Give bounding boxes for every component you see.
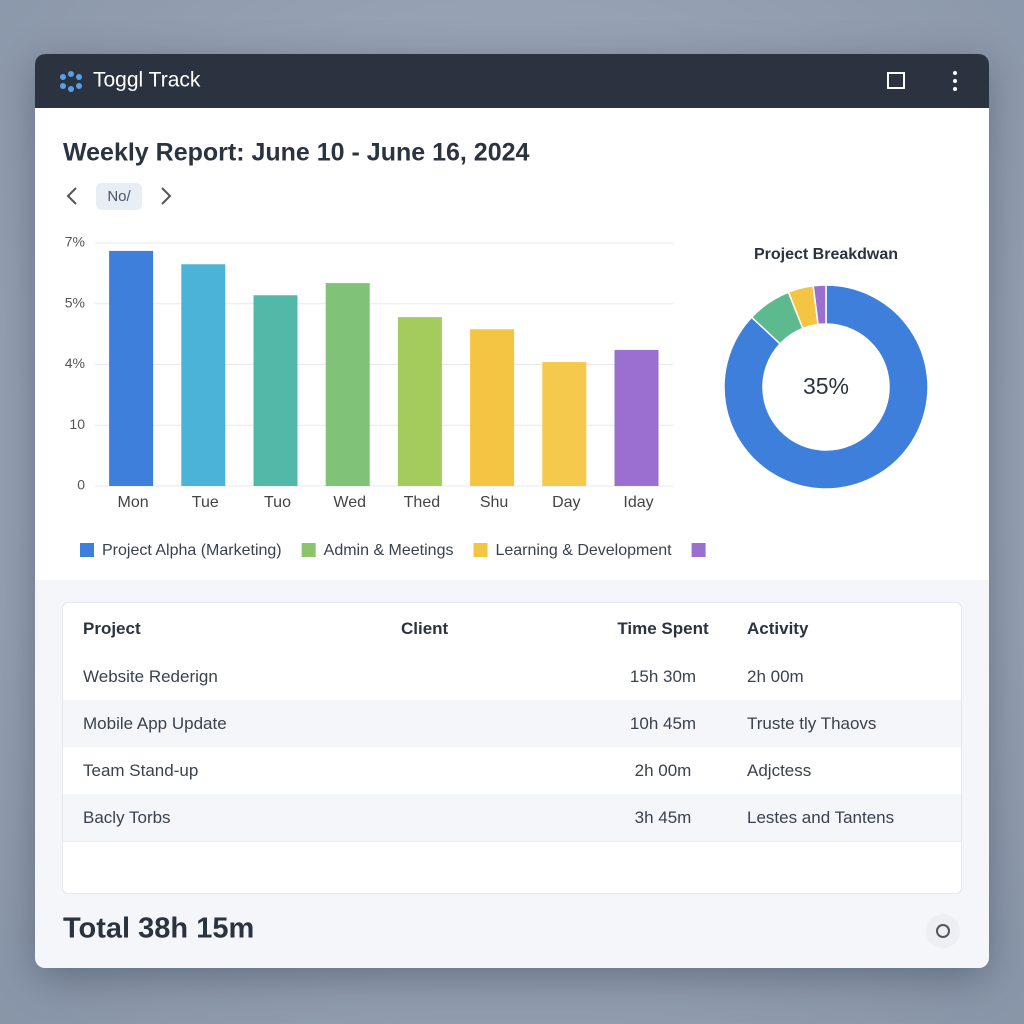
- menu-button[interactable]: [953, 71, 957, 91]
- total: Total 38h 15m: [63, 913, 254, 945]
- x-tick-label: Iday: [623, 494, 653, 511]
- table-cell: Website Rederign: [83, 667, 218, 686]
- column-header: Time Spent: [617, 619, 709, 638]
- legend-swatch: [80, 543, 94, 557]
- column-header: Project: [83, 619, 141, 638]
- table-cell: 3h 45m: [634, 808, 692, 827]
- legend-label: Learning & Development: [495, 542, 672, 559]
- bar: [397, 317, 442, 486]
- table-cell: Adjctess: [747, 761, 812, 780]
- bar: [181, 264, 226, 486]
- legend-swatch: [691, 543, 706, 557]
- table-cell: 10h 45m: [629, 714, 697, 733]
- table-cell: 15h 30m: [629, 667, 697, 686]
- legend-label: Admin & Meetings: [324, 542, 454, 559]
- legend-swatch: [301, 543, 316, 557]
- column-header: Activity: [747, 619, 809, 638]
- pie-center-label: 35%: [803, 373, 849, 399]
- settings-icon: [936, 924, 950, 938]
- x-tick-label: Shu: [480, 494, 508, 511]
- maximize-button[interactable]: [887, 72, 905, 89]
- x-tick-label: Tuo: [264, 494, 291, 511]
- app-name: Toggl Track: [93, 69, 201, 92]
- table-row: Bacly Torbs 3h 45m Lestes and Tantens: [63, 794, 961, 842]
- app-logo: [60, 71, 82, 92]
- prev-button[interactable]: [66, 187, 77, 205]
- bar: [470, 329, 515, 486]
- table-cell: Truste tly Thaovs: [747, 714, 877, 733]
- legend-swatch: [473, 543, 488, 557]
- x-tick-label: Wed: [333, 494, 366, 511]
- y-tick-label: 7%: [65, 234, 85, 250]
- table-row: Website Rederign 15h 30m 2h 00m: [63, 653, 961, 701]
- x-tick-label: Mon: [118, 494, 149, 511]
- nav-chip[interactable]: [96, 183, 142, 210]
- table-cell: Team Stand-up: [83, 761, 199, 780]
- report-title: Weekly Report: June 10 - June 16, 2024: [63, 139, 530, 167]
- x-tick-label: Thed: [404, 494, 440, 511]
- table-header: Project Client Time Spent Activity: [63, 605, 961, 654]
- bar: [325, 283, 370, 486]
- table-cell: 2h 00m: [634, 761, 692, 780]
- table-row: Mobile App Update 10h 45m Truste tly Thaov…: [63, 700, 961, 748]
- table-cell: Lestes and Tantens: [747, 808, 895, 827]
- x-tick-label: Day: [552, 494, 580, 511]
- y-tick-label: 10: [69, 416, 85, 432]
- table-row: Team Stand-up 2h 00m Adjctess: [63, 747, 961, 795]
- legend-label: Project Alpha (Marketing): [102, 542, 282, 559]
- bar: [614, 349, 659, 486]
- next-button[interactable]: [161, 187, 172, 205]
- table-cell: Mobile App Update: [83, 714, 227, 733]
- bar: [253, 295, 298, 486]
- title-bar: [35, 54, 989, 108]
- table-cell: 2h 00m: [747, 667, 804, 686]
- y-tick-label: 0: [77, 477, 85, 493]
- y-tick-label: 4%: [65, 355, 85, 371]
- nav-label[interactable]: No/: [107, 188, 131, 205]
- x-tick-label: Tue: [192, 494, 219, 511]
- y-tick-label: 5%: [65, 294, 85, 310]
- bar: [109, 250, 154, 486]
- table-cell: Bacly Torbs: [83, 808, 171, 827]
- column-header: Client: [401, 619, 449, 638]
- pie-title: Project Breakdwan: [754, 246, 898, 263]
- project-table: Project Client Time Spent Activity Website R…: [62, 602, 962, 894]
- settings-button[interactable]: [926, 914, 960, 948]
- bar: [542, 362, 587, 486]
- pie-slice: [723, 284, 929, 490]
- pie-slice: [812, 284, 827, 326]
